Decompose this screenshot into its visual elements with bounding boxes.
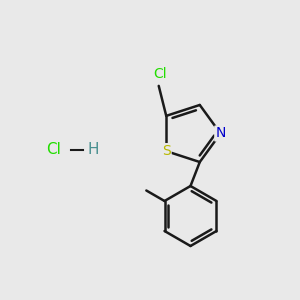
Text: S: S <box>162 144 171 158</box>
Text: Cl: Cl <box>46 142 62 158</box>
Text: N: N <box>215 127 226 140</box>
Text: H: H <box>87 142 99 158</box>
Text: Cl: Cl <box>153 68 167 82</box>
